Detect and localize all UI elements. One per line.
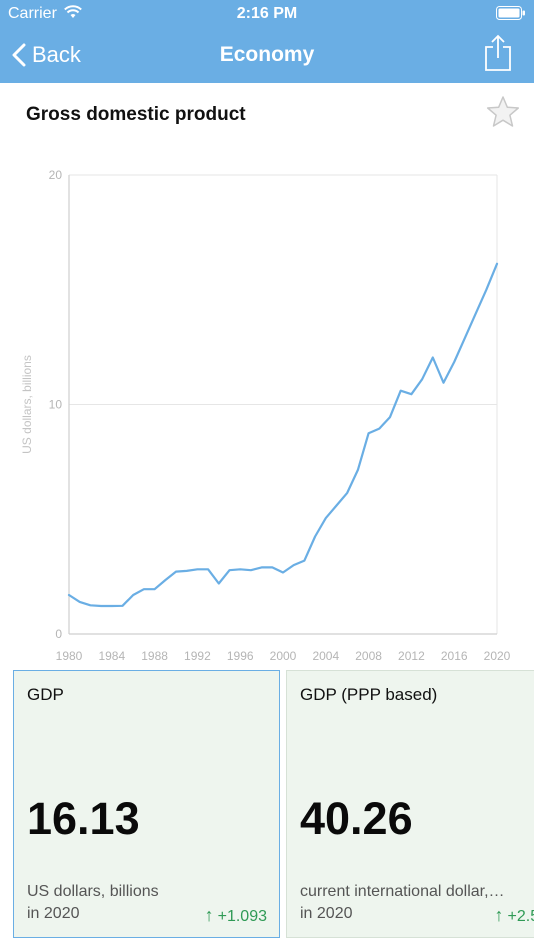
back-button[interactable]: Back xyxy=(12,38,81,72)
card-label: GDP xyxy=(27,685,64,704)
gdp-line-chart: 0 10 20 1980 1984 1988 1992 1996 2000 2004 2008 201… xyxy=(20,168,511,663)
card-unit: US dollars, billions xyxy=(27,883,159,900)
chevron-left-icon xyxy=(12,43,26,67)
y-tick-label: 10 xyxy=(49,398,63,412)
card-change: ↑ +1.093 xyxy=(205,905,267,926)
top-bar: Carrier 2:16 PM Back Economy xyxy=(0,0,534,83)
x-tick-label: 2016 xyxy=(441,649,468,663)
x-tick-label: 2000 xyxy=(270,649,297,663)
battery-icon xyxy=(496,6,525,20)
x-tick-label: 2012 xyxy=(398,649,425,663)
x-tick-label: 2020 xyxy=(484,649,511,663)
x-tick-label: 2004 xyxy=(312,649,339,663)
share-icon[interactable] xyxy=(484,34,512,72)
series-line xyxy=(67,262,499,608)
page-title: Gross domestic product xyxy=(26,104,246,125)
arrow-up-icon: ↑ xyxy=(204,905,214,925)
card-year: in 2020 xyxy=(27,905,80,922)
y-tick-label: 20 xyxy=(49,168,63,182)
card-unit: current international dollar,… xyxy=(300,883,505,900)
card-year: in 2020 xyxy=(300,905,353,922)
card-label: GDP (PPP based) xyxy=(300,685,438,704)
x-tick-label: 1988 xyxy=(141,649,168,663)
nav-bar: Back Economy xyxy=(0,30,534,83)
x-tick-label: 1980 xyxy=(56,649,83,663)
card-change-value: +1.093 xyxy=(217,908,267,925)
back-label: Back xyxy=(32,42,81,67)
x-tick-label: 1996 xyxy=(227,649,254,663)
gdp-card[interactable]: GDP 16.13 US dollars, billions in 2020 ↑… xyxy=(13,670,280,938)
card-change-value: +2.55 xyxy=(507,908,534,925)
x-tick-label: 1992 xyxy=(184,649,211,663)
clock: 2:16 PM xyxy=(236,5,298,22)
status-bar: Carrier 2:16 PM xyxy=(0,0,534,30)
card-value: 40.26 xyxy=(300,793,413,844)
carrier-label: Carrier xyxy=(8,5,57,22)
y-tick-label: 0 xyxy=(55,627,62,641)
x-tick-label: 2008 xyxy=(355,649,382,663)
arrow-up-icon: ↑ xyxy=(494,905,504,925)
x-tick-label: 1984 xyxy=(98,649,125,663)
y-axis-label: US dollars, billions xyxy=(20,355,34,454)
card-change: ↑+2.55 xyxy=(495,905,534,926)
wifi-icon xyxy=(64,5,82,18)
card-value: 16.13 xyxy=(27,793,140,844)
star-icon[interactable] xyxy=(486,95,520,129)
gdp-ppp-card[interactable]: GDP (PPP based) 40.26 current internatio… xyxy=(286,670,534,938)
